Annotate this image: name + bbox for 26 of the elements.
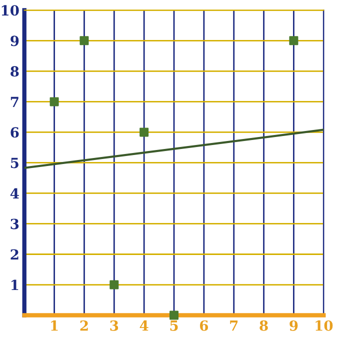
x-tick-label: 5 [170,320,178,331]
y-tick-label: 6 [10,127,19,138]
point [50,97,59,106]
y-tick-label: 9 [10,36,19,46]
y-tick-label: 4 [10,188,19,199]
y-tick-label: 3 [10,218,19,230]
x-tick-label: 1 [51,320,58,331]
y-tick-label: 1 [12,280,18,290]
x-tick-label: 3 [110,320,118,331]
x-tick-label: 8 [260,320,268,331]
x-tick-label: 9 [290,320,298,331]
y-tick-label: 8 [10,66,19,77]
y-tick-label: 7 [10,96,18,107]
point [170,310,178,320]
point [80,36,89,46]
x-tick-label: 7 [230,320,238,331]
x-tick-label: 6 [200,320,208,331]
y-tick-label: 5 [10,158,18,168]
point [289,36,298,46]
x-tick-label: 10 [316,320,333,331]
y-tick-label: 2 [10,249,18,260]
x-tick-label: 2 [80,320,88,331]
x-tick-label: 4 [140,320,148,331]
point [110,280,119,290]
point [140,128,149,137]
y-tick-label: 10 [2,5,19,16]
